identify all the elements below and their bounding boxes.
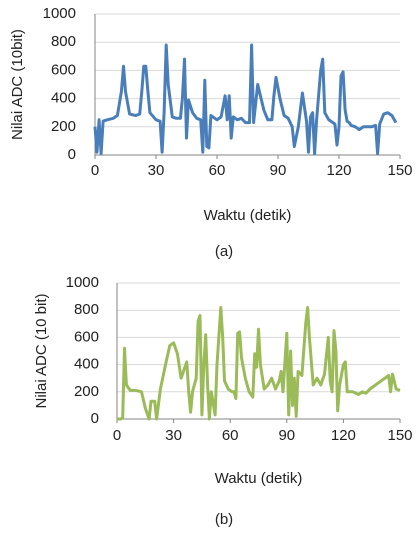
y-tick-label: 800 [74,301,99,318]
y-axis-title: Nilai ADC (10bit) [9,29,26,140]
x-tick-label: 30 [165,427,182,444]
x-tick-label: 60 [222,427,239,444]
y-tick-label: 200 [74,383,99,400]
y-tick-label: 1000 [43,5,76,22]
x-axis-title: Waktu (detik) [215,470,303,487]
x-tick-label: 90 [278,427,295,444]
caption: (b) [215,511,233,528]
x-axis-title: Waktu (detik) [204,207,292,224]
y-tick-label: 600 [51,61,76,78]
y-tick-label: 600 [74,328,99,345]
data-line [117,306,401,421]
x-tick-label: 60 [209,162,226,179]
y-tick-label: 0 [91,410,99,427]
x-tick-label: 0 [91,162,99,179]
x-tick-label: 150 [387,162,412,179]
x-tick-label: 90 [270,162,287,179]
y-tick-label: 0 [68,146,76,163]
x-tick-label: 120 [331,427,356,444]
y-tick-label: 400 [74,356,99,373]
y-tick-label: 1000 [66,274,99,291]
caption: (a) [215,243,233,260]
data-line [93,43,398,156]
x-tick-label: 150 [387,427,412,444]
y-axis-title: Nilai ADC (10 bit) [33,293,50,408]
y-tick-label: 800 [51,33,76,50]
x-tick-label: 30 [148,162,165,179]
x-tick-label: 0 [113,427,121,444]
y-tick-label: 400 [51,90,76,107]
y-tick-label: 200 [51,118,76,135]
x-tick-label: 120 [326,162,351,179]
